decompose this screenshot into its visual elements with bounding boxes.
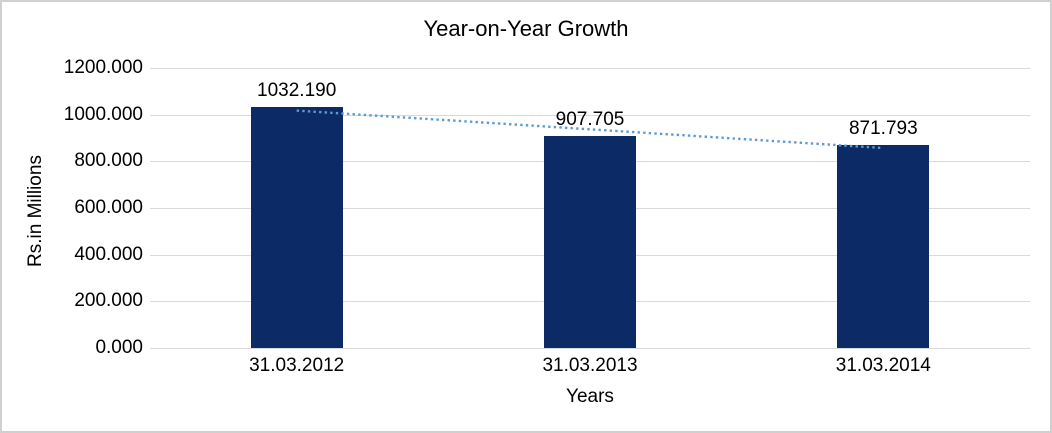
x-tick-label: 31.03.2013 [542,355,638,376]
bar-data-label: 871.793 [848,117,918,139]
y-tick-label: 200.000 [74,290,143,312]
y-tick-label: 1200.000 [63,57,143,78]
y-tick-label: 1000.000 [63,103,143,125]
y-tick-label: 0.000 [95,337,143,358]
x-tick-label: 31.03.2012 [249,355,345,376]
bar [250,107,343,348]
chart-title: Year-on-Year Growth [423,16,629,41]
gridline [150,348,1030,349]
x-axis-title: Years [566,386,614,407]
gridline [150,68,1030,69]
bar-data-label: 907.705 [555,109,625,131]
bar-data-label: 1032.190 [257,80,337,102]
bar [544,136,636,348]
bar [837,144,930,348]
y-tick-label: 400.000 [74,243,143,265]
x-tick-label: 31.03.2014 [835,355,931,376]
y-tick-label: 600.000 [74,197,143,218]
y-tick-label: 800.000 [74,150,143,172]
